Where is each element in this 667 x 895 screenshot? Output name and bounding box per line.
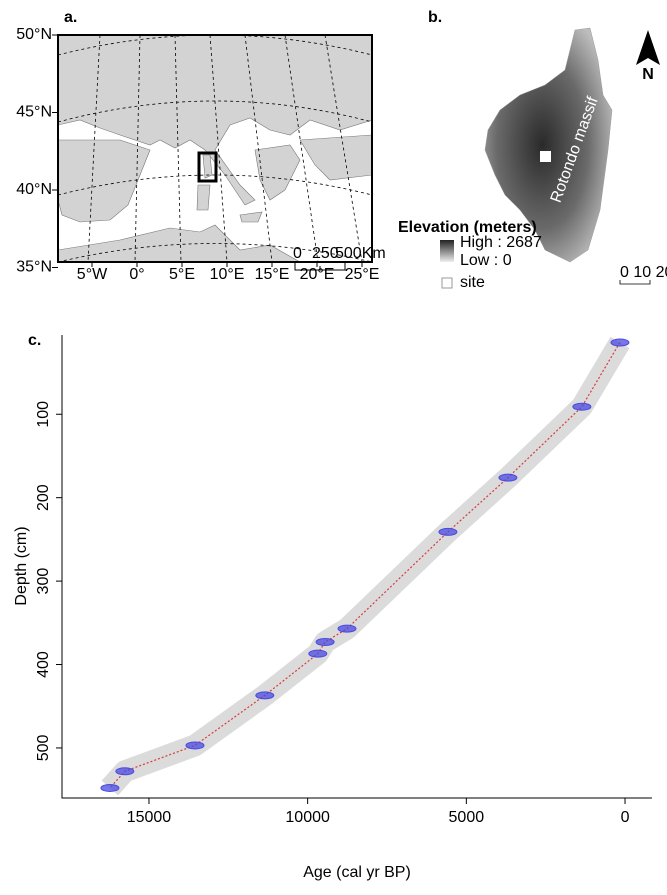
legend-low: Low : 0 xyxy=(460,252,512,269)
site-marker xyxy=(540,151,551,162)
panel-label: b. xyxy=(428,9,442,26)
age-model xyxy=(109,342,621,789)
x-tick-label: 5000 xyxy=(449,809,485,826)
north-arrow xyxy=(636,30,660,65)
scale-label: 500Km xyxy=(335,245,386,262)
corsica xyxy=(484,27,613,263)
date-point xyxy=(498,473,518,482)
lon-label: 0° xyxy=(129,266,144,283)
envelope xyxy=(101,336,630,796)
x-tick-label: 15000 xyxy=(127,809,172,826)
date-point xyxy=(308,649,328,658)
date-point xyxy=(115,767,135,776)
y-tick-label: 100 xyxy=(35,401,52,428)
date-point xyxy=(100,783,120,792)
date-point xyxy=(438,527,458,536)
date-point xyxy=(610,338,630,347)
lon-label: 20°E xyxy=(300,266,335,283)
legend-title: Elevation (meters) xyxy=(398,219,537,236)
axis xyxy=(61,335,652,799)
legend-ramp xyxy=(440,240,454,262)
legend-site-label: site xyxy=(460,274,485,291)
lat-label: 35°N xyxy=(16,259,52,276)
legend-site xyxy=(441,277,453,289)
date-point xyxy=(572,402,592,411)
lat-label: 40°N xyxy=(16,181,52,198)
scale-label: 0 10 20 Km xyxy=(620,264,667,281)
lon-ticks: 5°W 0° 5°E 10°E 15°E 20°E 25°E xyxy=(77,262,380,283)
lon-label: 5°W xyxy=(77,266,108,283)
age-depth-chart: 100 200 300 400 500 15000 10000 5000 0 Age (cal y… xyxy=(13,335,652,881)
scale-label: 250 xyxy=(312,245,339,262)
legend-high: High : 2687 xyxy=(460,234,542,251)
y-tick-label: 400 xyxy=(35,651,52,678)
map-a xyxy=(57,34,373,271)
scale-label: 0 xyxy=(293,245,302,262)
date-point xyxy=(185,741,205,750)
lon-label: 15°E xyxy=(255,266,290,283)
y-tick-label: 200 xyxy=(35,484,52,511)
lat-label: 50°N xyxy=(16,26,52,43)
x-tick-label: 10000 xyxy=(285,809,330,826)
north-label: N xyxy=(642,66,654,83)
y-tick-label: 300 xyxy=(35,568,52,595)
lon-label: 5°E xyxy=(169,266,195,283)
panel-label: a. xyxy=(64,9,77,26)
y-axis-label: Depth (cm) xyxy=(13,526,30,605)
panel-label: c. xyxy=(28,332,41,349)
x-axis-label: Age (cal yr BP) xyxy=(303,864,411,881)
date-point xyxy=(255,691,275,700)
lat-label: 45°N xyxy=(16,104,52,121)
date-point xyxy=(337,624,357,633)
lat-ticks: 50°N 45°N 40°N 35°N xyxy=(16,26,58,276)
scale-bar xyxy=(619,280,651,285)
y-tick-label: 500 xyxy=(35,735,52,762)
lon-label: 10°E xyxy=(210,266,245,283)
date-point xyxy=(315,637,335,646)
lon-label: 25°E xyxy=(345,266,380,283)
x-tick-label: 0 xyxy=(621,809,630,826)
